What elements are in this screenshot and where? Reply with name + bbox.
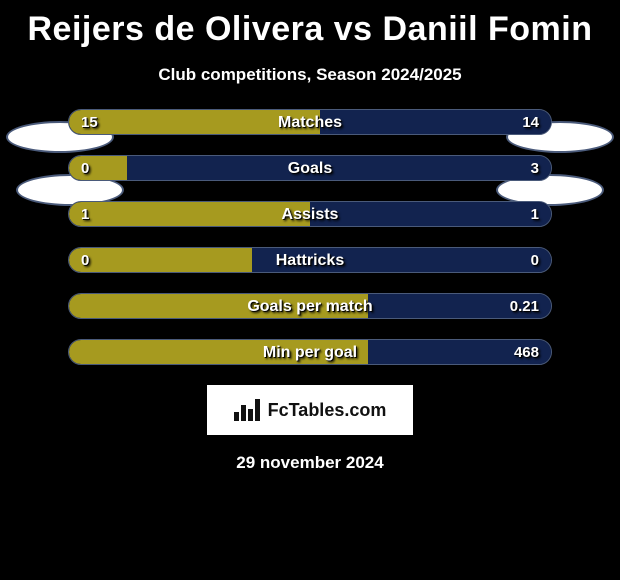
watermark-text: FcTables.com bbox=[268, 400, 387, 421]
stat-label: Matches bbox=[69, 110, 551, 135]
stat-label: Min per goal bbox=[69, 340, 551, 365]
stat-row: 0.21Goals per match bbox=[68, 293, 552, 319]
stat-row: 1514Matches bbox=[68, 109, 552, 135]
stat-row: 11Assists bbox=[68, 201, 552, 227]
page-title: Reijers de Olivera vs Daniil Fomin bbox=[0, 0, 620, 49]
stat-row: 00Hattricks bbox=[68, 247, 552, 273]
stat-label: Hattricks bbox=[69, 248, 551, 273]
stat-row: 03Goals bbox=[68, 155, 552, 181]
stat-label: Goals per match bbox=[69, 294, 551, 319]
date: 29 november 2024 bbox=[0, 453, 620, 473]
stat-label: Assists bbox=[69, 202, 551, 227]
comparison-bars: 1514Matches 03Goals 11Assists 00Hattricks 0.… bbox=[68, 109, 552, 365]
bar-chart-icon bbox=[234, 399, 262, 421]
subtitle: Club competitions, Season 2024/2025 bbox=[0, 65, 620, 85]
stat-row: 468Min per goal bbox=[68, 339, 552, 365]
watermark: FcTables.com bbox=[207, 385, 413, 435]
stat-label: Goals bbox=[69, 156, 551, 181]
